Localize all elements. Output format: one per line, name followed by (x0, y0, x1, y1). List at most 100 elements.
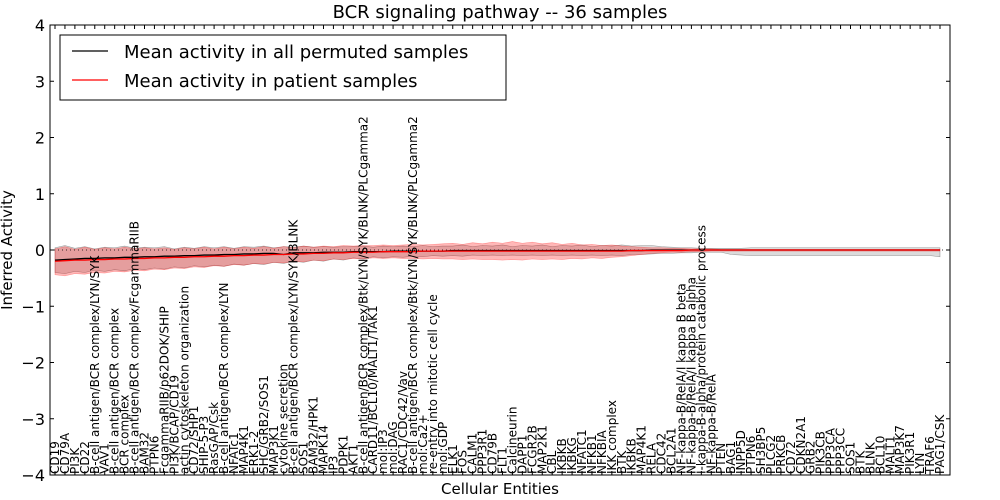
chart-title: BCR signaling pathway -- 36 samples (333, 2, 668, 23)
category-label: IP3 (326, 456, 340, 474)
category-label: PIK3R1 (903, 432, 917, 474)
legend-label-patient: Mean activity in patient samples (124, 71, 418, 92)
category-label: CBL (545, 450, 559, 474)
category-label: Calcineurin (505, 407, 519, 474)
y-tick-label: −3 (21, 410, 45, 429)
category-label: PDPK1 (336, 435, 350, 474)
category-label: SHC/GRB2/SOS1 (257, 375, 271, 474)
category-label: FOS (456, 450, 470, 474)
category-label: PI3K (68, 447, 82, 474)
legend-label-permuted: Mean activity in all permuted samples (124, 42, 468, 63)
category-label: PTPN6 (147, 436, 161, 474)
category-label: mol:DAG (386, 421, 400, 474)
category-label: AKT1 (346, 444, 360, 474)
category-label: B-cell antigen/BCR complex (108, 308, 122, 474)
category-label: NFATc1 (227, 432, 241, 474)
category-label: NFKB1 (585, 434, 599, 474)
category-label: B-cell antigen/BCR complex/Btk/LYN/SYK/B… (356, 116, 370, 474)
category-label: B-cell antigen/BCR complex/Btk/LYN/SYK/B… (406, 116, 420, 474)
category-label: ERK1-2 (247, 431, 261, 474)
series-lines (54, 249, 940, 262)
x-axis-label: Cellular Entities (441, 480, 559, 498)
legend: Mean activity in all permuted samples Me… (59, 34, 507, 101)
category-label: re-entry into mitotic cell cycle (426, 294, 440, 474)
category-label: INPP5D (734, 430, 748, 474)
category-label: RAC1/CDC42/Vav (396, 371, 410, 474)
category-label: B-cell antigen/BCR complex/LYN (217, 282, 231, 474)
category-label: CDC42 (655, 433, 669, 474)
category-label: BAM32/HPK1 (307, 396, 321, 474)
category-label: CARD11/BCL10/MALT1/TAK1 (366, 305, 380, 474)
category-label: I-kappa-B-alpha/protein catabolic proces… (694, 225, 708, 474)
y-tick-label: 0 (35, 241, 45, 260)
category-label: SOS1 (297, 442, 311, 474)
y-tick-label: 1 (35, 185, 45, 204)
category-label: SH3BP5 (754, 427, 768, 474)
category-label: CD72 (784, 441, 798, 474)
category-label: IKK complex (605, 400, 619, 474)
category-label: PPP3CA (824, 427, 838, 474)
category-label: NFATC1 (575, 429, 589, 474)
category-label: BAG1 (724, 441, 738, 474)
category-label: BTK (853, 449, 867, 474)
category-label: RELA (645, 442, 659, 474)
category-label: ELK1 (446, 444, 460, 474)
category-label: MAP4K1 (237, 425, 251, 474)
category-label: BAM32 (137, 432, 151, 474)
y-tick-label: 3 (35, 72, 45, 91)
category-label: CD79B (486, 433, 500, 474)
y-tick-label: −1 (21, 297, 45, 316)
x-axis-ticks (54, 25, 941, 475)
category-label: PPP3CC (834, 428, 848, 474)
category-label: NFKBIA (595, 429, 609, 474)
category-label: BCL2A1 (665, 427, 679, 474)
category-label: MAP4K1 (635, 425, 649, 474)
category-label: B-cell antigen/BCR complex/LYN/SYK/BLNK (287, 219, 301, 474)
category-label: PLCG2 (764, 435, 778, 474)
category-label: FcgammaRIIB/p62DOK/SHIP (157, 306, 171, 474)
category-label: IKBKG (565, 437, 579, 474)
category-label: mol:Ca2+ (416, 414, 430, 474)
category-label: LYN (913, 453, 927, 474)
band-series-1 (54, 241, 941, 277)
y-axis-ticks: −4 −3 −2 −1 0 1 2 3 4 (21, 16, 950, 485)
y-tick-label: 4 (35, 16, 45, 35)
category-label: PPP3R1 (476, 429, 490, 474)
category-label: actin cytoskeleton organization (177, 286, 191, 474)
category-label: NF-kappa-B/RelA/I kappa B alpha (684, 277, 698, 474)
category-label: PTPN6 (744, 436, 758, 474)
category-label: FCGR2B (525, 425, 539, 474)
category-label: NF-kappa-B/RelA/I kappa B beta (674, 283, 688, 474)
category-label: CD19 (48, 441, 62, 474)
category-label: FLT1 (495, 447, 509, 474)
category-label: VAV1 (98, 443, 112, 474)
y-tick-label: −2 (21, 354, 45, 373)
category-label: BTK (615, 449, 629, 474)
band-series-0 (54, 244, 941, 274)
category-label: CD79A (58, 432, 72, 474)
category-label: MAP3K7 (893, 425, 907, 474)
category-label: TRAF6 (923, 436, 937, 475)
category-label: MAP2K1 (535, 425, 549, 474)
category-label: mol:IP3 (376, 429, 390, 474)
legend-box (59, 34, 507, 101)
category-label: B-cell antigen/BCR complex/FcgammaRIIB (128, 221, 142, 474)
y-tick-label: −4 (21, 466, 45, 485)
category-label: PI3K/BCAP/CD19 (167, 375, 181, 474)
category-label: NF-kappa-B/RelA (704, 373, 718, 474)
category-label: CD72/SHP1 (187, 406, 201, 474)
confidence-bands (54, 241, 941, 277)
category-label: CD22 (78, 441, 92, 474)
category-label: IKBKB (625, 438, 639, 474)
category-label: CDKN2A1 (794, 416, 808, 474)
category-label: MAPK14 (316, 425, 330, 474)
category-label: PTEN (714, 443, 728, 474)
category-label: GRB2 (804, 440, 818, 474)
category-label: MALT1 (883, 435, 897, 474)
category-label: IKBKB (555, 438, 569, 474)
category-label: RasGAP/Csk (207, 402, 221, 474)
category-label: BLNK (863, 441, 877, 474)
category-label: MAP3K1 (267, 425, 281, 474)
category-label: PRKCB (774, 435, 788, 474)
